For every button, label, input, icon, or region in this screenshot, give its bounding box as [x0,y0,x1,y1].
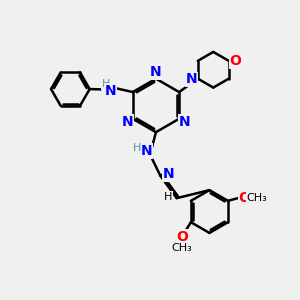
Text: H: H [164,192,172,202]
Text: H: H [102,79,110,89]
Text: N: N [163,167,175,182]
Text: O: O [238,191,250,205]
Text: N: N [121,115,133,129]
Text: CH₃: CH₃ [246,193,267,203]
Text: O: O [229,54,241,68]
Text: O: O [176,230,188,244]
Text: N: N [179,115,190,129]
Text: N: N [185,72,197,86]
Text: CH₃: CH₃ [172,243,192,254]
Text: N: N [105,84,116,98]
Text: H: H [132,143,141,153]
Text: N: N [150,65,162,79]
Text: N: N [141,144,152,158]
